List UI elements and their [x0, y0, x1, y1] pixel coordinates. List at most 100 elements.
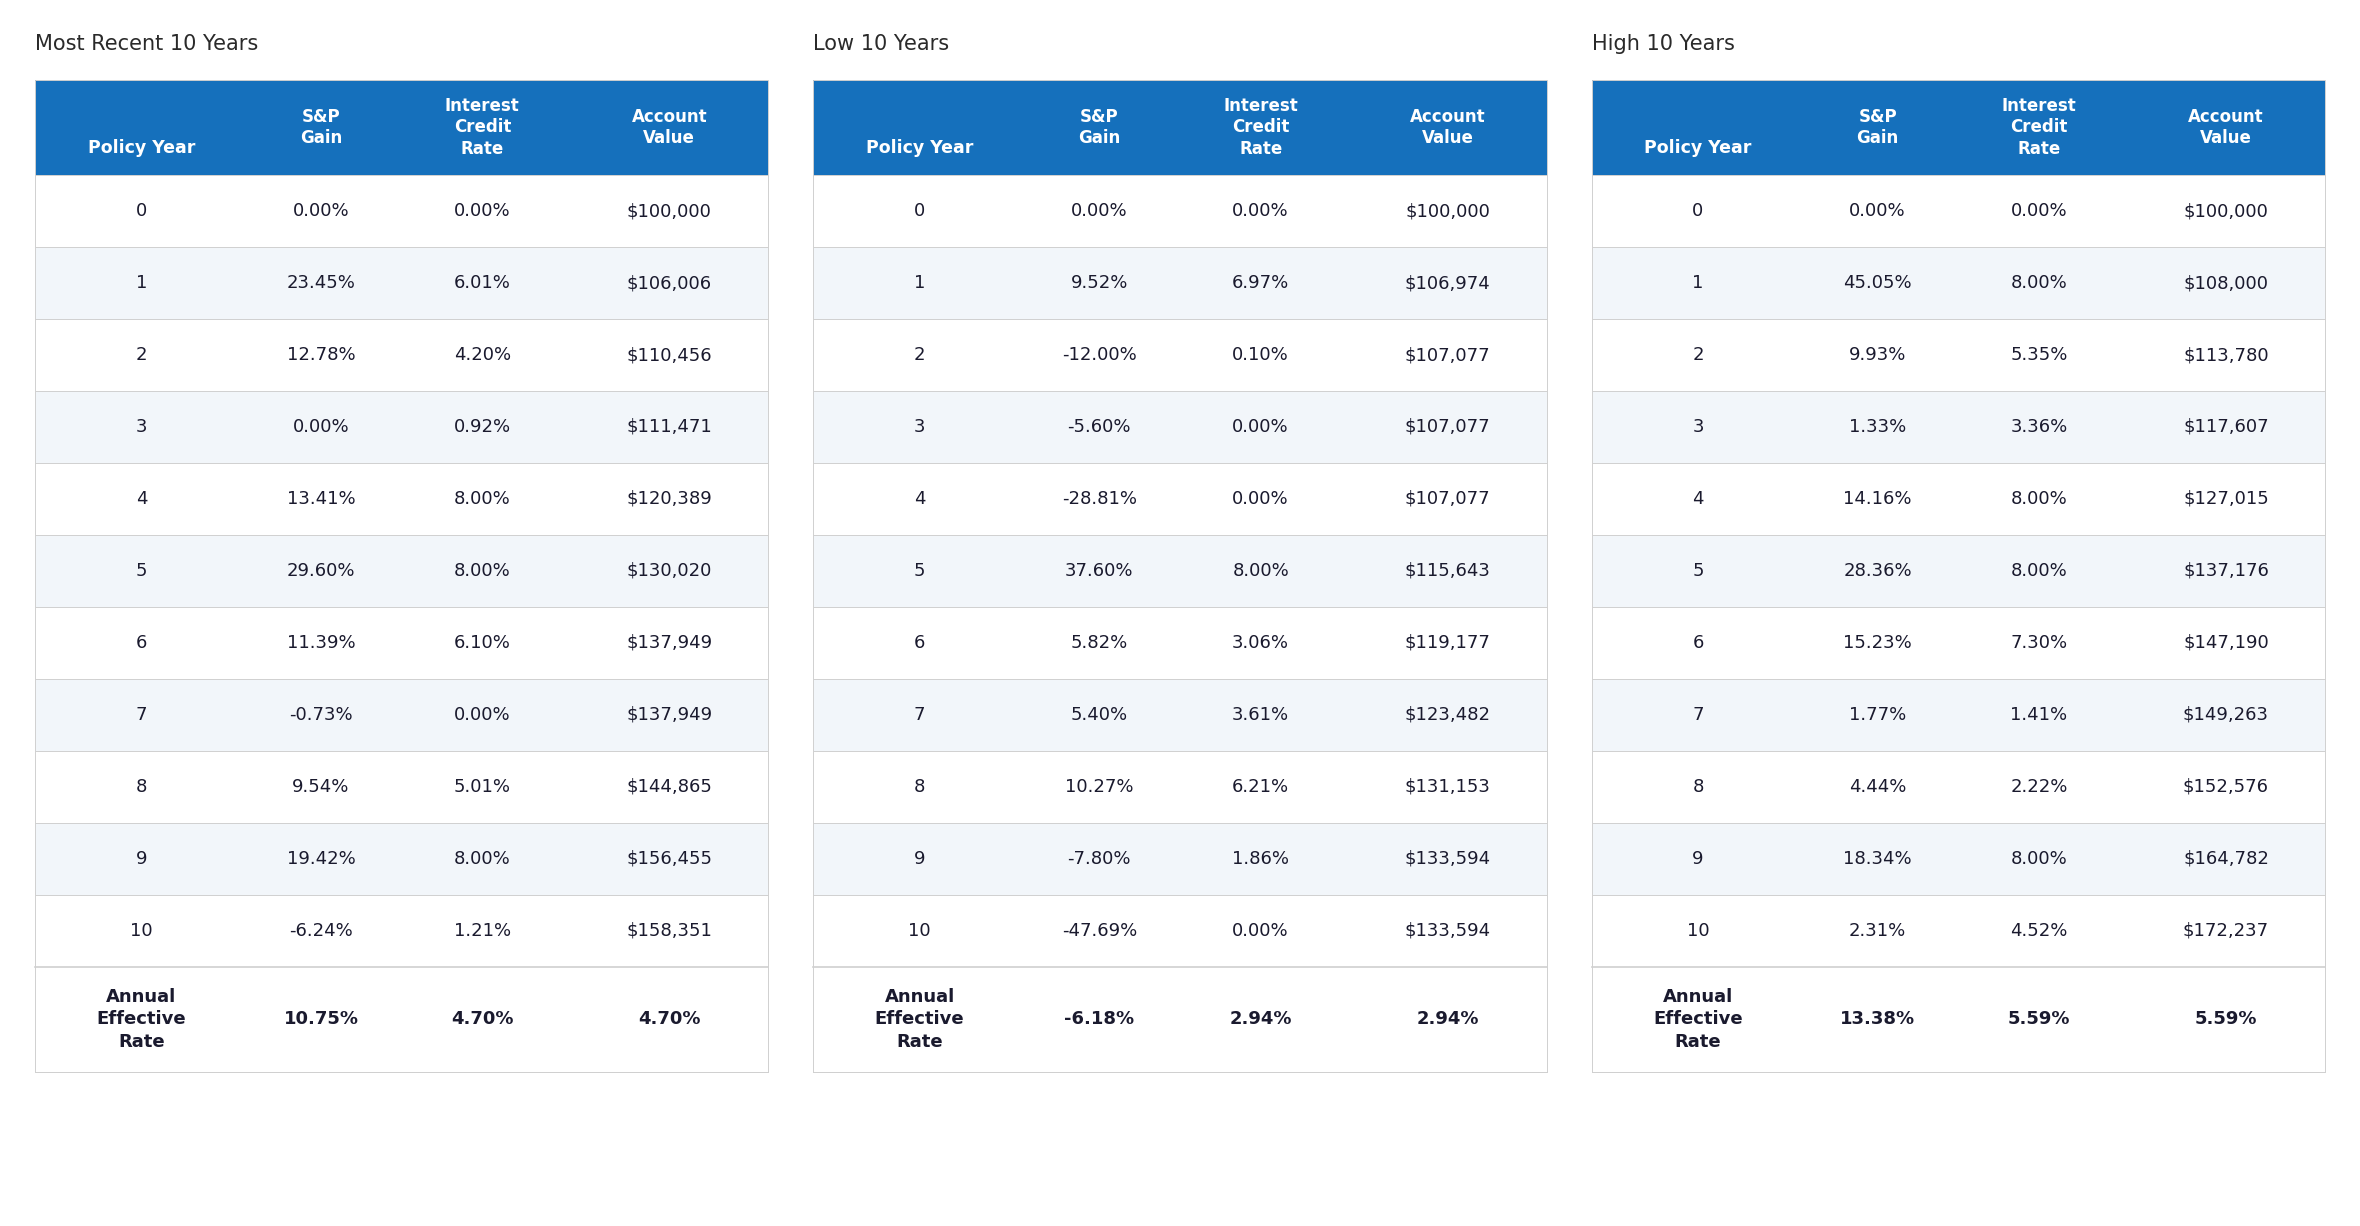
- Text: High 10 Years: High 10 Years: [1591, 34, 1735, 54]
- Text: 8: 8: [913, 779, 925, 796]
- Text: 5.59%: 5.59%: [2195, 1010, 2256, 1029]
- Text: 0.00%: 0.00%: [1850, 202, 1907, 219]
- Text: 2.94%: 2.94%: [1416, 1010, 1480, 1029]
- Text: $100,000: $100,000: [1404, 202, 1489, 219]
- Bar: [1591, 607, 2325, 679]
- Text: $100,000: $100,000: [2183, 202, 2268, 219]
- Text: 0.00%: 0.00%: [453, 706, 510, 725]
- Text: $120,389: $120,389: [625, 490, 713, 508]
- Text: 0.00%: 0.00%: [2011, 202, 2067, 219]
- Text: Annual
Effective
Rate: Annual Effective Rate: [876, 988, 965, 1051]
- Bar: [35, 80, 769, 175]
- Text: 4.70%: 4.70%: [451, 1010, 514, 1029]
- Text: 0.00%: 0.00%: [293, 418, 349, 436]
- Text: $106,974: $106,974: [1404, 273, 1492, 292]
- Text: 1.77%: 1.77%: [1848, 706, 1907, 725]
- Text: 2: 2: [913, 346, 925, 364]
- Text: 3.36%: 3.36%: [2011, 418, 2067, 436]
- Text: 0.00%: 0.00%: [293, 202, 349, 219]
- Bar: [35, 463, 769, 535]
- Text: Annual
Effective
Rate: Annual Effective Rate: [1654, 988, 1742, 1051]
- Text: 4: 4: [913, 490, 925, 508]
- Bar: [1591, 752, 2325, 823]
- Text: 3.61%: 3.61%: [1232, 706, 1289, 725]
- Text: 10.75%: 10.75%: [283, 1010, 359, 1029]
- Text: 9.54%: 9.54%: [293, 779, 349, 796]
- Text: 1.41%: 1.41%: [2011, 706, 2067, 725]
- Text: 0: 0: [137, 202, 146, 219]
- Text: 4.70%: 4.70%: [637, 1010, 701, 1029]
- Text: 10: 10: [130, 922, 153, 940]
- Text: 0.00%: 0.00%: [1071, 202, 1128, 219]
- Text: 9: 9: [913, 850, 925, 868]
- Text: 18.34%: 18.34%: [1843, 850, 1912, 868]
- Bar: [35, 175, 769, 246]
- Text: 1: 1: [913, 273, 925, 292]
- Text: Most Recent 10 Years: Most Recent 10 Years: [35, 34, 257, 54]
- Text: 19.42%: 19.42%: [286, 850, 356, 868]
- Text: Account
Value: Account Value: [2188, 108, 2263, 147]
- Bar: [814, 752, 1546, 823]
- Text: $107,077: $107,077: [1404, 418, 1492, 436]
- Text: $152,576: $152,576: [2183, 779, 2268, 796]
- Bar: [814, 967, 1546, 1072]
- Text: -0.73%: -0.73%: [290, 706, 352, 725]
- Text: $123,482: $123,482: [1404, 706, 1492, 725]
- Text: $137,176: $137,176: [2183, 562, 2268, 580]
- Bar: [35, 246, 769, 319]
- Text: -28.81%: -28.81%: [1062, 490, 1138, 508]
- Bar: [1591, 535, 2325, 607]
- Text: 0.00%: 0.00%: [1232, 490, 1289, 508]
- Text: $113,780: $113,780: [2183, 346, 2268, 364]
- Text: 2: 2: [135, 346, 146, 364]
- Bar: [1591, 679, 2325, 752]
- Text: $133,594: $133,594: [1404, 922, 1492, 940]
- Text: $115,643: $115,643: [1404, 562, 1492, 580]
- Text: 3.06%: 3.06%: [1232, 634, 1289, 652]
- Text: 45.05%: 45.05%: [1843, 273, 1912, 292]
- Text: 6: 6: [135, 634, 146, 652]
- Text: 15.23%: 15.23%: [1843, 634, 1912, 652]
- Text: 8.00%: 8.00%: [2011, 562, 2067, 580]
- Bar: [814, 607, 1546, 679]
- Bar: [814, 463, 1546, 535]
- Text: 2: 2: [1692, 346, 1704, 364]
- Text: 4.20%: 4.20%: [453, 346, 510, 364]
- Text: Interest
Credit
Rate: Interest Credit Rate: [2001, 97, 2077, 158]
- Text: 9.52%: 9.52%: [1071, 273, 1128, 292]
- Text: 6: 6: [913, 634, 925, 652]
- Text: 4.44%: 4.44%: [1848, 779, 1907, 796]
- Text: Interest
Credit
Rate: Interest Credit Rate: [1222, 97, 1298, 158]
- Text: 5: 5: [913, 562, 925, 580]
- Text: 28.36%: 28.36%: [1843, 562, 1912, 580]
- Text: 23.45%: 23.45%: [286, 273, 356, 292]
- Bar: [35, 607, 769, 679]
- Bar: [35, 967, 769, 1072]
- Bar: [1591, 80, 2325, 175]
- Text: $137,949: $137,949: [625, 634, 713, 652]
- Text: 0.00%: 0.00%: [1232, 418, 1289, 436]
- Bar: [814, 895, 1546, 967]
- Bar: [1591, 246, 2325, 319]
- Text: $100,000: $100,000: [628, 202, 713, 219]
- Text: 8: 8: [1692, 779, 1704, 796]
- Text: 8.00%: 8.00%: [2011, 273, 2067, 292]
- Text: -5.60%: -5.60%: [1067, 418, 1130, 436]
- Text: 13.41%: 13.41%: [286, 490, 356, 508]
- Text: 1.33%: 1.33%: [1848, 418, 1907, 436]
- Text: 7: 7: [913, 706, 925, 725]
- Text: 6: 6: [1692, 634, 1704, 652]
- Bar: [1591, 967, 2325, 1072]
- Text: 3: 3: [913, 418, 925, 436]
- Text: S&P
Gain: S&P Gain: [1857, 108, 1900, 147]
- Text: 7.30%: 7.30%: [2011, 634, 2067, 652]
- Text: 0.00%: 0.00%: [1232, 202, 1289, 219]
- Text: 5: 5: [1692, 562, 1704, 580]
- Text: Account
Value: Account Value: [1409, 108, 1484, 147]
- Bar: [35, 679, 769, 752]
- Text: 10: 10: [1687, 922, 1709, 940]
- Text: -6.18%: -6.18%: [1064, 1010, 1135, 1029]
- Text: 4: 4: [135, 490, 146, 508]
- Text: 11.39%: 11.39%: [286, 634, 356, 652]
- Text: 8: 8: [135, 779, 146, 796]
